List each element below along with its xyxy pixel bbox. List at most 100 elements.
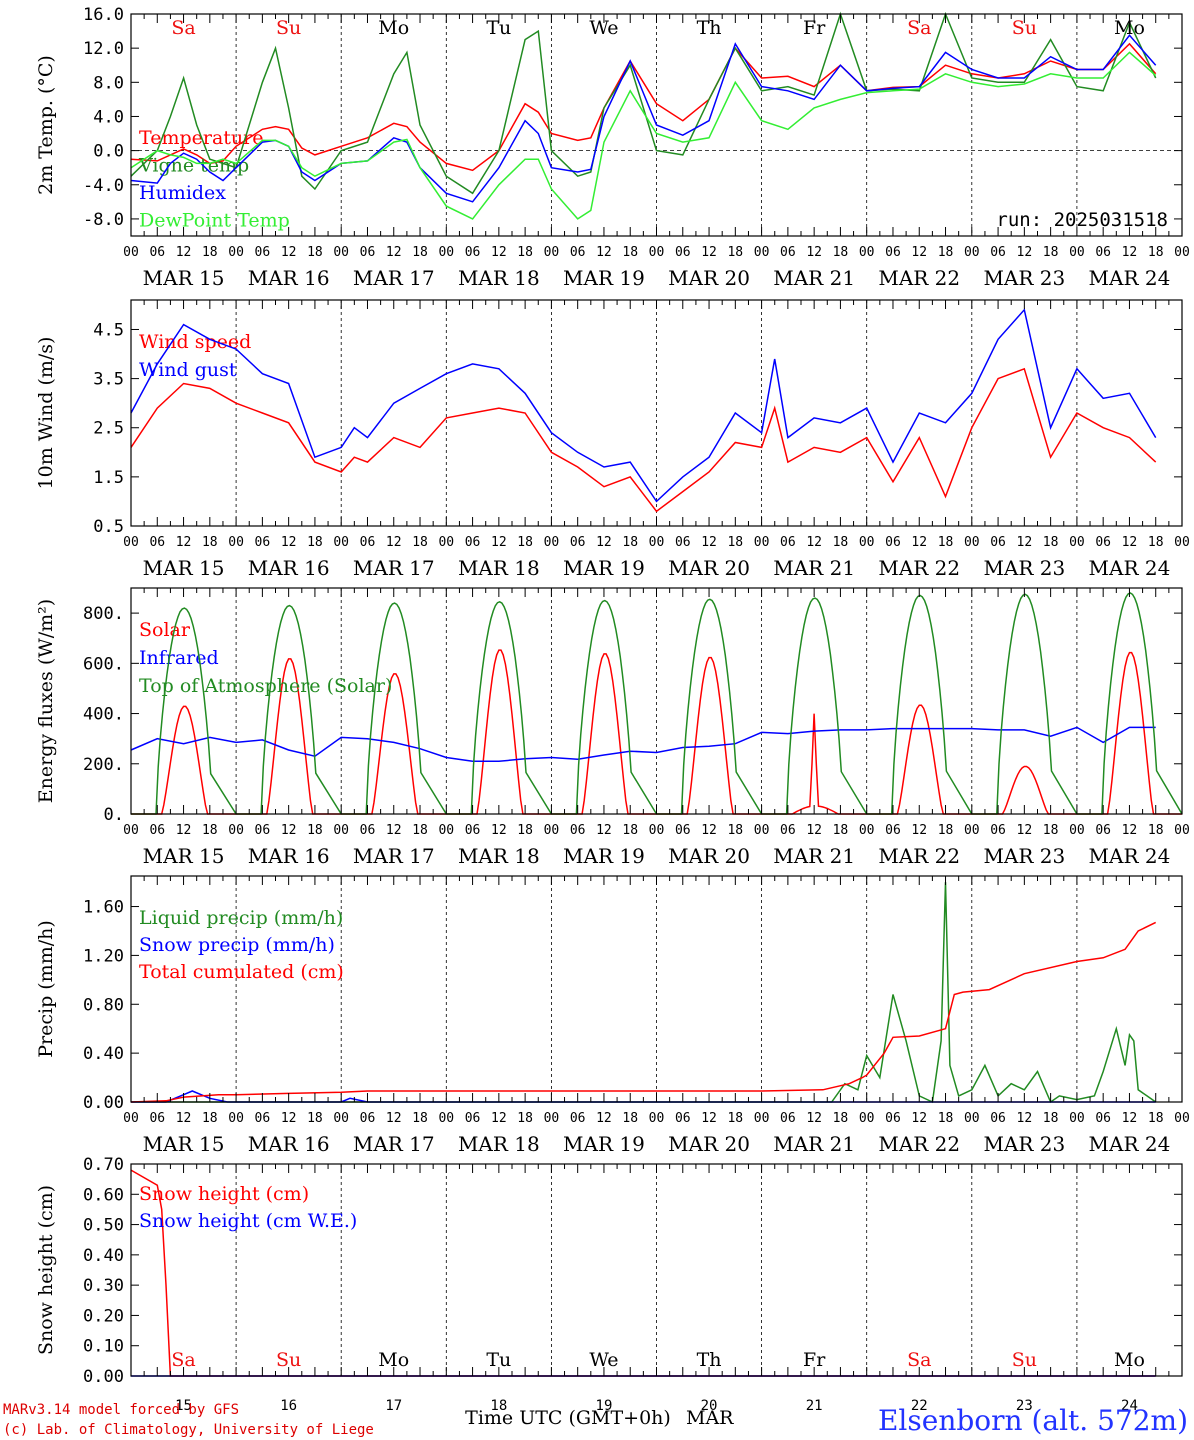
x-hour-label: 06 (780, 245, 796, 260)
weekday-label-top: Tu (486, 17, 511, 39)
x-hour-label: 00 (859, 823, 875, 838)
series-line-temp-1 (130, 11, 1157, 195)
x-hour-label: 00 (859, 245, 875, 260)
x-date-label: MAR 18 (458, 1132, 540, 1156)
x-day-number: 20 (701, 1398, 718, 1414)
x-hour-label: 06 (885, 823, 901, 838)
x-hour-label: 00 (544, 535, 560, 550)
y-tick-label: 0.60 (83, 1185, 124, 1205)
x-hour-label: 18 (1148, 245, 1164, 260)
x-hour-label: 06 (990, 823, 1006, 838)
x-hour-label: 06 (360, 1111, 376, 1126)
y-tick-label: 600. (83, 654, 124, 674)
x-hour-label: 00 (228, 823, 244, 838)
x-hour-label: 18 (202, 1111, 218, 1126)
x-hour-label: 00 (1174, 535, 1190, 550)
run-label: run: 2025031518 (996, 209, 1168, 231)
x-hour-label: 12 (281, 245, 297, 260)
y-tick-label: 0.50 (83, 1216, 124, 1236)
x-date-label: MAR 17 (353, 266, 435, 290)
x-date-label: MAR 20 (668, 844, 750, 868)
x-hour-label: 06 (465, 1111, 481, 1126)
x-hour-label: 18 (1148, 535, 1164, 550)
x-hour-label: 12 (491, 1111, 507, 1126)
x-date-label: MAR 24 (1089, 266, 1171, 290)
x-hour-label: 12 (1017, 1111, 1033, 1126)
x-hour-label: 00 (544, 1111, 560, 1126)
legend-flux-2: Top of Atmosphere (Solar) (139, 675, 392, 697)
x-date-label: MAR 21 (773, 844, 855, 868)
footer-lab: (c) Lab. of Climatology, University of L… (3, 1422, 374, 1438)
x-hour-label: 18 (412, 1111, 428, 1126)
x-hour-label: 18 (727, 1111, 743, 1126)
x-hour-label: 00 (1069, 1111, 1085, 1126)
y-axis-label: Energy fluxes (W/m²) (35, 599, 57, 803)
x-hour-label: 00 (1069, 535, 1085, 550)
y-tick-label: 200. (83, 755, 124, 775)
x-hour-label: 18 (938, 823, 954, 838)
x-hour-label: 06 (885, 245, 901, 260)
y-tick-label: -4.0 (83, 176, 124, 196)
legend-flux-1: Infrared (139, 647, 219, 669)
x-hour-label: 06 (149, 1111, 165, 1126)
x-date-label: MAR 17 (353, 556, 435, 580)
x-hour-label: 00 (123, 245, 139, 260)
x-hour-label: 18 (202, 535, 218, 550)
x-date-label: MAR 16 (248, 266, 330, 290)
legend-snow-1: Snow height (cm W.E.) (139, 1210, 357, 1232)
x-hour-label: 00 (964, 535, 980, 550)
x-hour-label: 06 (1095, 535, 1111, 550)
x-hour-label: 00 (649, 535, 665, 550)
x-hour-label: 00 (123, 823, 139, 838)
x-hour-label: 06 (149, 823, 165, 838)
x-hour-label: 12 (701, 823, 717, 838)
x-hour-label: 18 (727, 823, 743, 838)
x-hour-label: 18 (622, 1111, 638, 1126)
x-hour-label: 00 (438, 823, 454, 838)
x-hour-label: 06 (990, 535, 1006, 550)
x-date-label: MAR 22 (878, 844, 960, 868)
x-hour-label: 18 (517, 535, 533, 550)
x-date-label: MAR 23 (983, 844, 1065, 868)
x-hour-label: 18 (412, 823, 428, 838)
x-hour-label: 12 (806, 245, 822, 260)
x-day-number: 16 (280, 1398, 297, 1414)
x-hour-label: 12 (701, 245, 717, 260)
x-hour-label: 18 (412, 535, 428, 550)
x-date-label: MAR 22 (878, 1132, 960, 1156)
x-date-label: MAR 17 (353, 1132, 435, 1156)
x-hour-label: 06 (780, 823, 796, 838)
x-date-label: MAR 20 (668, 266, 750, 290)
weekday-label-bottom: Sa (171, 1349, 195, 1371)
y-axis-label: Snow height (cm) (35, 1185, 57, 1355)
x-hour-label: 06 (570, 823, 586, 838)
x-date-label: MAR 18 (458, 556, 540, 580)
x-hour-label: 18 (622, 245, 638, 260)
weekday-label-top: Mo (378, 17, 409, 39)
y-tick-label: 1.60 (83, 898, 124, 918)
x-hour-label: 00 (859, 1111, 875, 1126)
weekday-label-top: Su (276, 17, 301, 39)
x-day-number: 15 (175, 1398, 192, 1414)
x-hour-label: 00 (1174, 823, 1190, 838)
x-hour-label: 00 (1069, 245, 1085, 260)
y-axis-label: 2m Temp. (°C) (35, 55, 57, 195)
x-date-label: MAR 23 (983, 1132, 1065, 1156)
x-hour-label: 18 (622, 823, 638, 838)
x-hour-label: 12 (1017, 245, 1033, 260)
x-hour-label: 12 (1122, 535, 1138, 550)
x-hour-label: 18 (307, 535, 323, 550)
x-hour-label: 18 (307, 1111, 323, 1126)
y-axis-label: 10m Wind (m/s) (35, 337, 57, 490)
x-hour-label: 00 (754, 535, 770, 550)
x-date-label: MAR 19 (563, 844, 645, 868)
x-hour-label: 00 (964, 1111, 980, 1126)
x-hour-label: 06 (675, 823, 691, 838)
y-tick-label: 0.10 (83, 1337, 124, 1357)
x-hour-label: 12 (1122, 1111, 1138, 1126)
x-hour-label: 06 (1095, 823, 1111, 838)
x-hour-label: 06 (360, 245, 376, 260)
x-hour-label: 12 (491, 535, 507, 550)
x-hour-label: 00 (333, 1111, 349, 1126)
x-hour-label: 00 (964, 823, 980, 838)
